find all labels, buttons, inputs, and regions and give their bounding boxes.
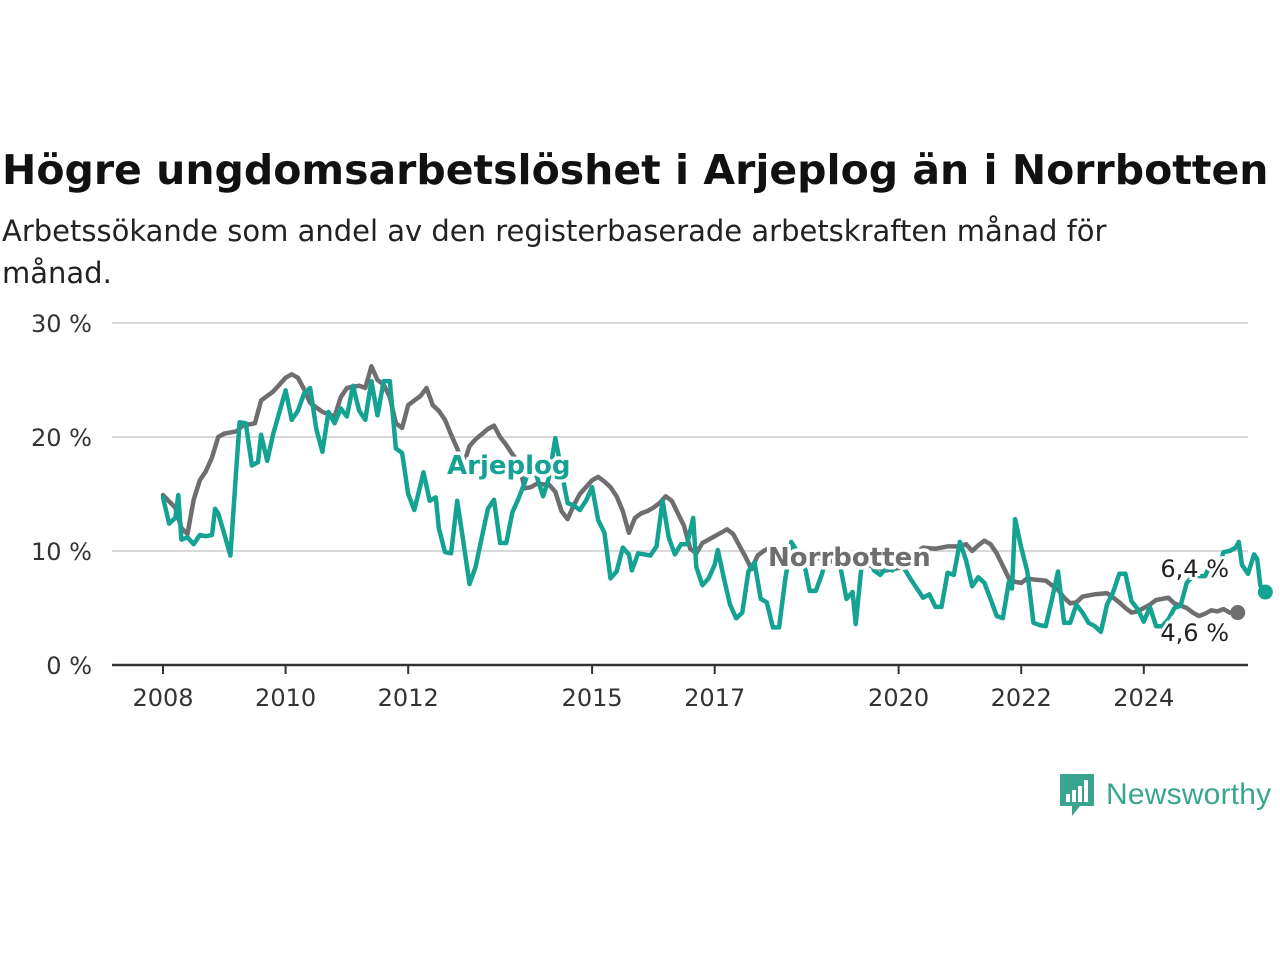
newsworthy-logo: Newsworthy [1058, 772, 1271, 818]
norrbotten-end-label: 4,6 % [1160, 619, 1229, 647]
arjeplog-end-label: 6,4 % [1160, 555, 1229, 583]
x-tick-label: 2008 [132, 684, 193, 712]
newsworthy-logo-text: Newsworthy [1106, 778, 1272, 811]
x-axis: 2008 2010 2012 2015 2017 2020 2022 2024 [112, 663, 1248, 712]
x-tick-label: 2012 [378, 684, 439, 712]
y-axis-ticks: 0 % 10 % 20 % 30 % [31, 310, 92, 680]
x-tick-label: 2024 [1113, 684, 1174, 712]
norrbotten-series-label: Norrbotten [768, 543, 931, 573]
series-lines [160, 364, 1273, 635]
x-tick-label: 2020 [868, 684, 929, 712]
arjeplog-series-label: Arjeplog [447, 451, 571, 481]
y-tick-label: 20 % [31, 424, 92, 452]
x-tick-label: 2010 [255, 684, 316, 712]
x-tick-label: 2017 [684, 684, 745, 712]
norrbotten-endpoint [1230, 605, 1246, 621]
x-tick-label: 2022 [991, 684, 1052, 712]
chart-title: Högre ungdomsarbetslöshet i Arjeplog än … [2, 146, 1269, 194]
newsworthy-logo-icon [1060, 774, 1094, 816]
y-tick-label: 0 % [46, 652, 92, 680]
y-tick-label: 10 % [31, 538, 92, 566]
series-labels: Arjeplog Norrbotten 6,4 % 4,6 % [444, 448, 1233, 651]
arjeplog-endpoint [1257, 584, 1273, 600]
y-tick-label: 30 % [31, 310, 92, 338]
x-tick-label: 2015 [562, 684, 623, 712]
chart-subtitle: Arbetssökande som andel av den registerb… [2, 214, 1107, 290]
arjeplog-line [160, 378, 1266, 635]
gridlines [112, 322, 1248, 552]
